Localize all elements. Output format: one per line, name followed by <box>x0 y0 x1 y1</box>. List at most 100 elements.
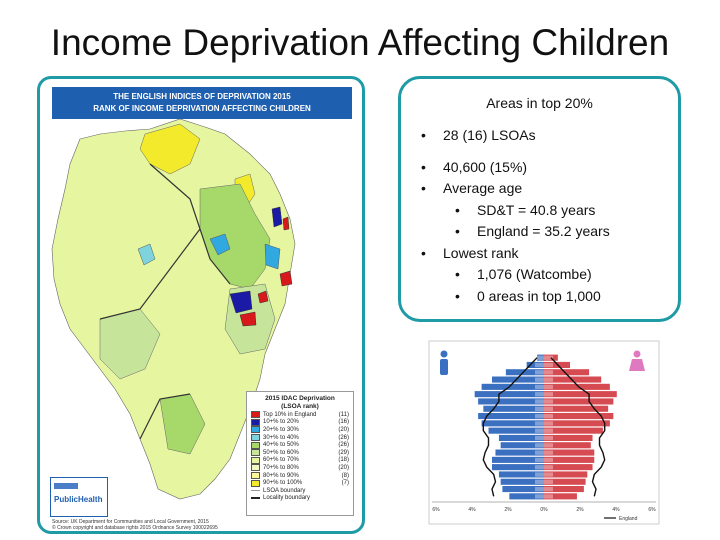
legend-row: 50+% to 60% (29) <box>251 449 349 457</box>
legend-title-line1: 2015 IDAC Deprivation <box>265 395 335 402</box>
male-bar <box>481 420 544 427</box>
age-label-band <box>535 355 553 360</box>
legend-label: 70+% to 80% <box>263 464 299 471</box>
legend-title-line2: (LSOA rank) <box>281 403 319 410</box>
male-bar <box>478 398 544 405</box>
age-label-band <box>535 450 553 455</box>
female-bar <box>544 405 609 412</box>
age-label-band <box>535 479 553 484</box>
female-bar <box>544 369 590 376</box>
male-bar <box>500 442 544 449</box>
legend-row: 80+% to 90% (8) <box>251 472 349 480</box>
population-pyramid: 6% 4% 2% 0% 2% 4% 6% England <box>428 340 660 525</box>
map-area-red-2 <box>239 311 257 327</box>
female-bar <box>544 442 591 449</box>
logo-text: PublicHealth <box>54 495 103 504</box>
legend-count: (8) <box>341 472 349 479</box>
legend-count: (11) <box>338 411 349 418</box>
male-bar <box>492 464 544 471</box>
male-person-icon <box>440 350 448 358</box>
info-subitem-watcombe: • 1,076 (Watcombe) <box>455 266 592 282</box>
female-bar <box>544 391 617 398</box>
legend-rows: Top 10% in England (11) 10+% to 20% (16) 20+… <box>251 411 349 487</box>
age-label-band <box>535 472 553 477</box>
age-label-band <box>535 435 553 441</box>
age-label-band <box>535 392 553 397</box>
lsoa-line-swatch <box>251 490 260 492</box>
map-source-line1: Source: UK Department for Communities an… <box>52 519 209 525</box>
legend-label: 30+% to 40% <box>263 434 299 441</box>
male-bar <box>509 493 544 500</box>
map-area-blue-2 <box>229 290 253 314</box>
legend-row: 70+% to 80% (20) <box>251 464 349 472</box>
age-label-band <box>535 443 553 448</box>
info-item-lowest-rank: • Lowest rank <box>421 244 519 261</box>
male-bar <box>500 478 544 485</box>
info-item-population: • 40,600 (15%) <box>421 158 528 175</box>
legend-swatch <box>251 426 260 434</box>
map-header-line1: THE ENGLISH INDICES OF DEPRIVATION 2015 <box>113 92 291 101</box>
legend-count: (7) <box>341 480 349 487</box>
logo-bar <box>54 483 78 489</box>
legend-row: 20+% to 30% (20) <box>251 426 349 434</box>
map-source: Source: UK Department for Communities an… <box>52 519 272 531</box>
info-subitem-sdt: • SD&T = 40.8 years <box>455 201 596 218</box>
male-bar <box>526 361 544 368</box>
male-bar <box>495 449 544 456</box>
legend-label: 80+% to 90% <box>263 472 299 479</box>
info-heading: Areas in top 20% <box>486 95 593 111</box>
legend-row-lsoa: LSOA boundary <box>251 487 349 495</box>
female-bar <box>544 354 558 361</box>
age-label-band <box>535 406 553 411</box>
age-label-band <box>535 362 553 368</box>
info-subitem-top-1000: • 0 areas in top 1,000 <box>455 287 601 304</box>
legend-row: 60+% to 70% (18) <box>251 456 349 465</box>
legend-row: 90+% to 100% (7) <box>251 479 349 487</box>
female-person-icon <box>633 350 641 358</box>
legend-label: 10+% to 20% <box>263 419 299 426</box>
legend-label: 60+% to 70% <box>263 457 299 464</box>
map-area-cyan-2 <box>209 233 231 256</box>
map-source-line2: © Crown copyright and database rights 20… <box>52 525 218 531</box>
age-label-band <box>535 370 553 375</box>
female-bar <box>544 464 593 471</box>
public-health-logo: PublicHealth <box>50 477 108 517</box>
england-line-female <box>550 357 606 497</box>
female-bar <box>544 486 584 493</box>
legend-swatch <box>251 418 260 426</box>
age-label-band <box>535 399 553 404</box>
age-label-band <box>535 421 553 426</box>
female-bar <box>544 383 610 390</box>
map-area-cyan-1 <box>137 243 156 266</box>
female-bar <box>544 434 593 441</box>
england-legend-label: England <box>619 516 638 522</box>
legend-swatch <box>251 472 260 480</box>
legend-row-locality: Locality boundary <box>251 495 349 503</box>
x-tick-label: 6% <box>648 507 656 513</box>
legend-count: (18) <box>338 457 349 464</box>
legend-swatch <box>251 411 260 419</box>
age-label-band <box>535 428 553 433</box>
age-label-band <box>535 414 553 419</box>
male-bar <box>502 486 544 493</box>
female-bar <box>544 493 577 500</box>
locality-line-swatch <box>251 497 260 500</box>
legend-count: (20) <box>338 464 349 471</box>
female-bar <box>544 420 610 427</box>
male-bar <box>474 391 544 398</box>
legend-label: Top 10% in England <box>263 411 317 418</box>
map-area-red-1 <box>279 270 293 287</box>
female-bar <box>544 398 614 405</box>
age-label-band <box>535 487 553 492</box>
male-person-icon-body <box>440 359 448 375</box>
legend-label: 20+% to 30% <box>263 426 299 433</box>
female-bar <box>544 449 595 456</box>
male-bar <box>492 376 544 383</box>
legend-locality-label: Locality boundary <box>263 495 311 502</box>
male-bar <box>488 427 544 434</box>
legend-swatch <box>251 434 260 442</box>
map-area-red-3 <box>257 290 269 304</box>
map-area-cyan-3 <box>264 243 281 270</box>
info-item-average-age: • Average age <box>421 180 523 196</box>
age-label-band <box>535 377 553 382</box>
